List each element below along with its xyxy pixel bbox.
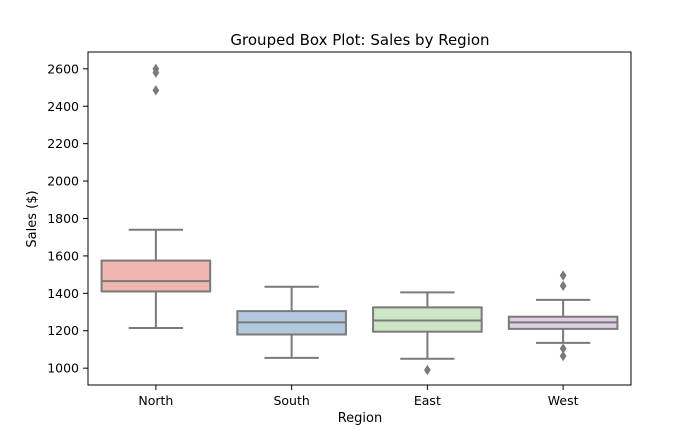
x-tick-label: West	[548, 393, 579, 408]
plot-frame	[87, 51, 632, 386]
outlier-point	[559, 343, 567, 354]
y-tick-label: 2600	[47, 61, 79, 76]
y-tick-label: 2000	[47, 174, 79, 189]
y-tick-label: 1200	[47, 323, 79, 338]
outlier-point	[152, 85, 160, 96]
y-axis: 1000 1200 1400 1600 1800 2000 2200 2400 2600	[47, 61, 88, 376]
chart-title: Grouped Box Plot: Sales by Region	[230, 31, 489, 49]
y-tick-label: 1600	[47, 248, 79, 263]
box-south	[236, 285, 347, 359]
x-axis-label: Region	[338, 411, 383, 426]
outlier-point	[152, 67, 160, 78]
y-axis-label: Sales ($)	[25, 190, 40, 247]
outlier-point	[423, 364, 431, 376]
box-west	[507, 270, 619, 362]
y-tick-label: 2200	[47, 136, 79, 151]
outlier-point	[559, 280, 567, 292]
outlier-point	[559, 270, 567, 281]
x-axis: North South East West	[138, 385, 579, 408]
plot-area	[100, 63, 619, 376]
y-tick-label: 2400	[47, 99, 79, 114]
y-tick-label: 1000	[47, 361, 79, 376]
x-tick-label: South	[273, 393, 309, 408]
box-body	[100, 259, 212, 293]
outlier-point	[559, 350, 567, 362]
x-tick-label: East	[414, 393, 441, 408]
y-tick-label: 1400	[47, 286, 79, 301]
y-tick-label: 1800	[47, 211, 79, 226]
box-north	[100, 63, 212, 329]
x-tick-label: North	[138, 393, 173, 408]
box-east	[372, 291, 483, 376]
